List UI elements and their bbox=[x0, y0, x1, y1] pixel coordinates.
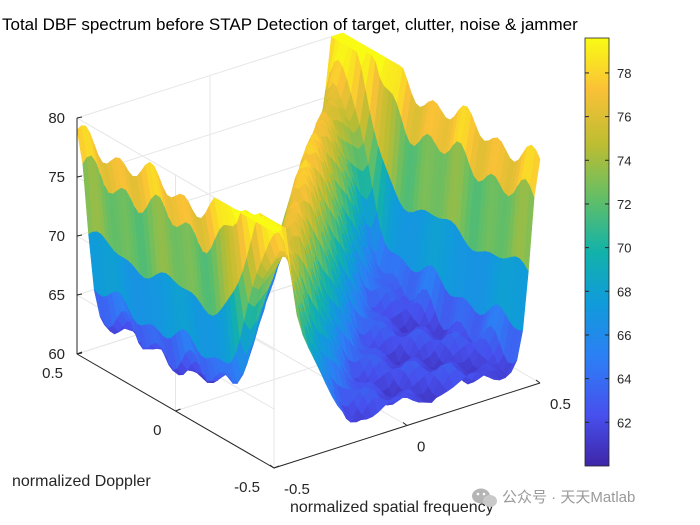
tick-labels: 60 65 70 75 80 -0.5 0 0.5 -0.5 0 0.5 bbox=[42, 110, 571, 498]
colorbar-tick-label: 74 bbox=[617, 153, 631, 168]
z-tick bbox=[76, 116, 83, 119]
z-tick bbox=[76, 234, 83, 237]
y-tick-label: 0.5 bbox=[42, 365, 63, 382]
colorbar-tick-label: 64 bbox=[617, 372, 631, 387]
surface-plot bbox=[76, 32, 541, 423]
colorbar-tick-label: 78 bbox=[617, 66, 631, 81]
z-tick-label: 70 bbox=[48, 228, 65, 245]
chart-title: Total DBF spectrum before STAP Detection… bbox=[2, 15, 578, 34]
y-axis-label: normalized Doppler bbox=[12, 473, 151, 490]
colorbar-tick-label: 62 bbox=[617, 415, 631, 430]
y-tick bbox=[76, 351, 83, 355]
y-tick-label: -0.5 bbox=[234, 479, 260, 496]
x-tick bbox=[269, 464, 275, 469]
x-tick-label: 0.5 bbox=[550, 396, 571, 413]
watermark: 公众号 · 天天Matlab bbox=[472, 488, 635, 507]
z-tick-label: 60 bbox=[48, 346, 65, 363]
x-axis-label: normalized spatial frequency bbox=[290, 499, 494, 516]
colorbar-ticks: 62 64 66 68 70 72 74 76 78 bbox=[585, 66, 631, 430]
z-tick bbox=[76, 175, 83, 178]
y-tick-label: 0 bbox=[153, 422, 161, 439]
z-tick bbox=[76, 293, 83, 296]
colorbar-tick-label: 76 bbox=[617, 110, 631, 125]
colorbar-tick-label: 72 bbox=[617, 197, 631, 212]
colorbar-tick-label: 68 bbox=[617, 284, 631, 299]
y-tick bbox=[273, 465, 280, 469]
wechat-icon bbox=[472, 488, 497, 507]
z-tick-label: 80 bbox=[48, 110, 65, 127]
z-tick-label: 65 bbox=[48, 287, 65, 304]
x-tick-label: -0.5 bbox=[284, 481, 310, 498]
x-tick-label: 0 bbox=[417, 439, 425, 456]
x-tick bbox=[402, 422, 408, 426]
z-tick-label: 75 bbox=[48, 169, 65, 186]
surface-patch bbox=[529, 148, 541, 198]
x-tick bbox=[535, 379, 541, 384]
watermark-text: 公众号 · 天天Matlab bbox=[502, 489, 635, 506]
y-tick bbox=[175, 408, 181, 412]
colorbar-tick-label: 70 bbox=[617, 241, 631, 256]
colorbar bbox=[584, 37, 610, 467]
colorbar-tick-label: 66 bbox=[617, 328, 631, 343]
